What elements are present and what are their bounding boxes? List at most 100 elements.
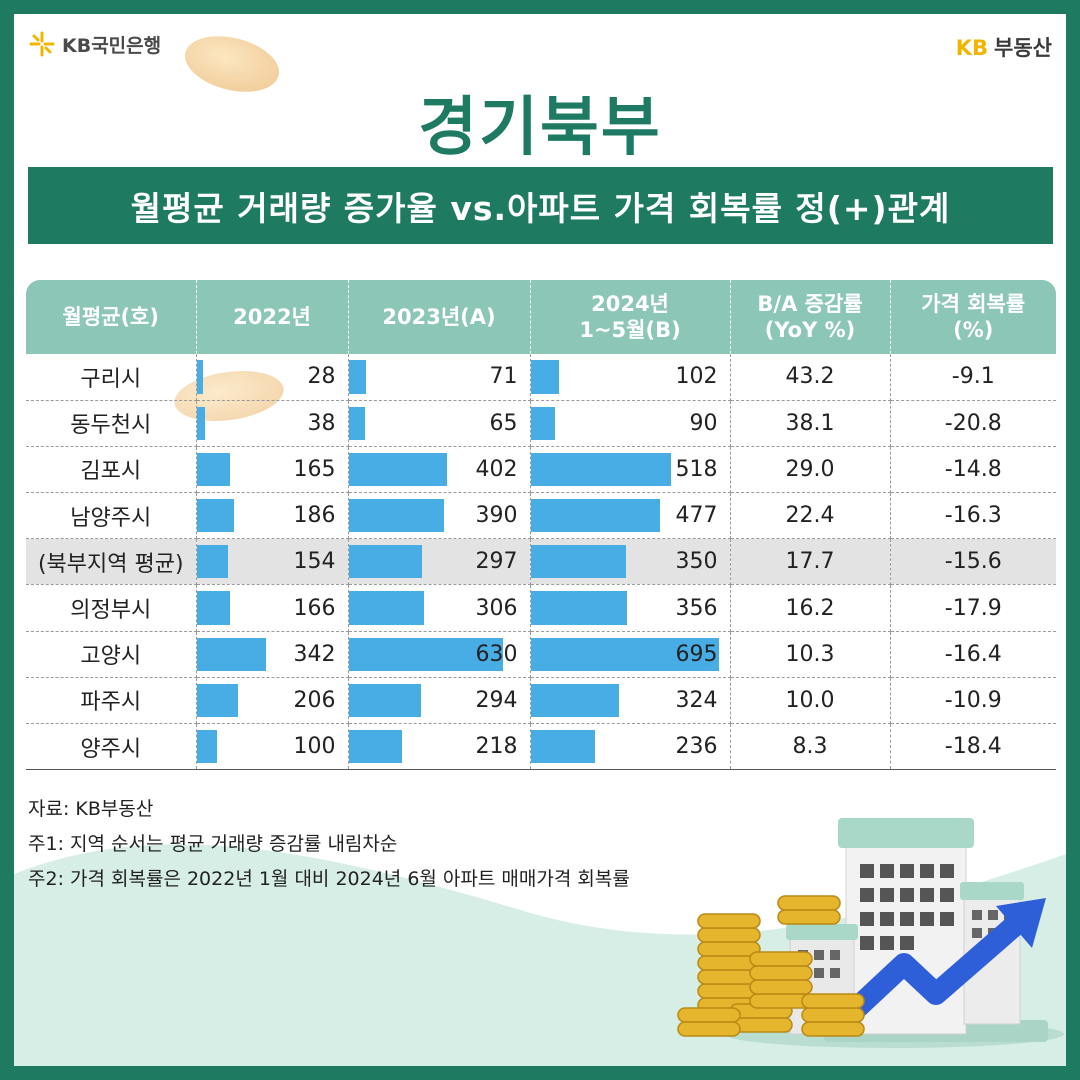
volume-bar [196,545,228,579]
table-body: 구리시 28 71 102 43.2 -9.1 동두천시 38 65 90 38.1 -20.8 김포시… [26,354,1056,771]
volume-bar [348,637,503,671]
bar-cell-y2024: 518 [530,446,731,494]
column-header: 가격 회복률 (%) [890,280,1056,354]
volume-bar [530,730,595,764]
column-header-line: (%) [953,318,994,342]
price-recovery-value: -15.6 [890,538,1056,586]
volume-value: 38 [307,410,336,436]
volume-value: 350 [675,549,718,575]
region-name: 고양시 [26,631,197,678]
footnotes: 자료: KB부동산 주1: 지역 순서는 평균 거래량 증감률 내림차순 주2:… [28,792,630,897]
volume-value: 324 [675,687,718,713]
bar-cell-y2022: 206 [196,677,349,725]
rising-arrow-icon [833,898,1046,1031]
bar-cell-y2024: 236 [530,723,731,771]
volume-value: 518 [675,456,718,482]
bar-cell-y2023: 390 [348,492,531,540]
volume-value: 294 [475,687,518,713]
volume-value: 306 [475,595,518,621]
volume-bar [530,360,559,394]
column-header-line: (YoY %) [764,318,856,342]
region-name: 파주시 [26,677,197,725]
bar-cell-y2022: 38 [196,400,349,447]
volume-bar [348,545,422,579]
column-header-line: 2024년 [591,291,669,316]
kb-realestate-logo: KB 부동산 [956,32,1052,62]
yoy-change-value: 29.0 [730,446,891,494]
volume-value: 630 [475,641,518,667]
table-row: 남양주시 186 390 477 22.4 -16.3 [26,492,1056,540]
region-name: 김포시 [26,446,197,494]
footnote-2: 주2: 가격 회복률은 2022년 1월 대비 2024년 6월 아파트 매매가… [28,868,630,890]
region-name: 양주시 [26,723,197,771]
bar-cell-y2024: 477 [530,492,731,540]
column-header: 2023년(A) [348,280,531,354]
volume-value: 71 [489,364,518,390]
kb-star-icon [29,31,55,57]
volume-bar [348,360,366,394]
bar-cell-y2023: 218 [348,723,531,771]
price-recovery-value: -18.4 [890,723,1056,771]
volume-bar [530,452,671,487]
column-header: 2022년 [196,280,349,354]
volume-bar [196,360,203,394]
bar-cell-y2022: 154 [196,538,349,586]
volume-bar [530,499,660,533]
price-recovery-value: -17.9 [890,584,1056,632]
yoy-change-value: 22.4 [730,492,891,540]
volume-bar [530,637,719,671]
source-note: 자료: KB부동산 [28,798,154,820]
table-row: 양주시 100 218 236 8.3 -18.4 [26,723,1056,771]
volume-value: 165 [293,456,336,482]
volume-bar [196,452,230,487]
volume-value: 477 [675,503,718,529]
region-name: 남양주시 [26,492,197,540]
bar-cell-y2024: 695 [530,631,731,678]
bar-cell-y2022: 186 [196,492,349,540]
table-row: (북부지역 평균) 154 297 350 17.7 -15.6 [26,538,1056,586]
volume-bar [530,545,626,579]
region-name: 의정부시 [26,584,197,632]
table-row: 구리시 28 71 102 43.2 -9.1 [26,354,1056,401]
volume-value: 218 [475,734,518,760]
volume-bar [196,683,238,717]
volume-value: 206 [293,687,336,713]
coin-stack-icon [677,895,865,1037]
table-row: 김포시 165 402 518 29.0 -14.8 [26,446,1056,494]
yoy-change-value: 38.1 [730,400,891,447]
volume-bar [348,499,444,533]
volume-bar [196,591,230,625]
volume-bar [530,406,555,440]
volume-bar [196,499,234,533]
volume-bar [348,730,402,764]
volume-value: 402 [475,456,518,482]
bar-cell-y2022: 100 [196,723,349,771]
volume-value: 390 [475,503,518,529]
volume-bar [348,406,365,440]
bar-cell-y2023: 297 [348,538,531,586]
column-header-line: B/A 증감률 [757,291,863,316]
bar-cell-y2023: 402 [348,446,531,494]
volume-bar [530,591,627,625]
buildings-coins-illustration [677,818,1064,1048]
price-recovery-value: -14.8 [890,446,1056,494]
bar-cell-y2022: 28 [196,354,349,401]
column-header: B/A 증감률 (YoY %) [730,280,891,354]
volume-bar [196,406,205,440]
yoy-change-value: 16.2 [730,584,891,632]
kb-bank-logo-text: KB국민은행 [62,34,162,57]
bar-cell-y2024: 350 [530,538,731,586]
bar-cell-y2022: 166 [196,584,349,632]
volume-bar [348,591,424,625]
price-recovery-value: -20.8 [890,400,1056,447]
price-recovery-value: -16.4 [890,631,1056,678]
bar-cell-y2023: 306 [348,584,531,632]
region-name: 동두천시 [26,400,197,447]
volume-value: 186 [293,503,336,529]
yoy-change-value: 10.3 [730,631,891,678]
column-header-line: 1~5월(B) [579,318,681,342]
bar-cell-y2024: 102 [530,354,731,401]
volume-bar [196,637,266,671]
column-header-line: 2022년 [233,304,311,329]
volume-value: 342 [293,641,336,667]
